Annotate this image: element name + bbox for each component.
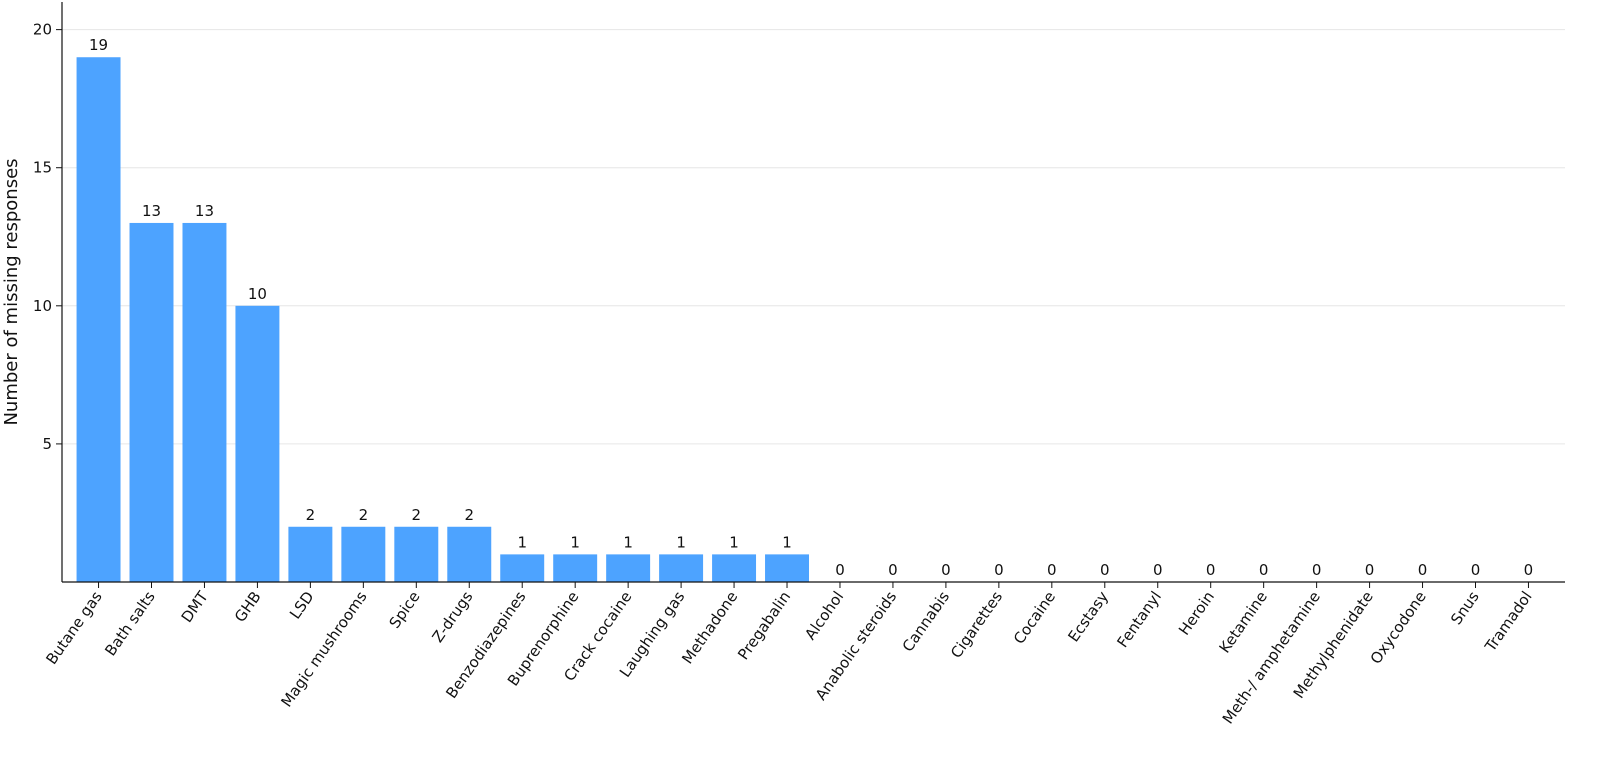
bar [553,554,598,582]
x-tick-label: Heroin [1175,588,1218,639]
value-label: 0 [1100,561,1110,579]
x-tick-label: Meth-/ amphetamine [1219,588,1324,727]
x-tick-label: Methadone [678,588,741,667]
x-tick-label: Ketamine [1216,588,1271,656]
value-label: 13 [195,202,214,220]
value-label: 2 [412,506,422,524]
value-label: 0 [994,561,1004,579]
bar [235,305,280,582]
bar [182,222,227,582]
value-label: 0 [1206,561,1216,579]
x-tick-label: GHB [231,588,265,626]
value-label: 0 [1524,561,1534,579]
value-label: 0 [888,561,898,579]
x-tick-label: Butane gas [42,588,106,668]
bar [606,554,651,582]
value-label: 1 [729,533,739,551]
value-label: 2 [359,506,369,524]
value-label: 1 [782,533,792,551]
x-tick-label: Z-drugs [429,588,477,646]
x-tick-label: Tramadol [1481,588,1536,656]
x-tick-label: Snus [1447,588,1483,628]
value-label: 0 [1259,561,1269,579]
x-tick-label: Oxycodone [1367,588,1430,667]
value-label: 10 [248,285,267,303]
y-tick-label: 10 [33,297,52,315]
bar [500,554,545,582]
value-label: 0 [1471,561,1481,579]
x-tick-label: Spice [385,588,423,632]
x-tick-label: Cigarettes [947,588,1006,662]
bar [712,554,757,582]
value-label: 0 [1153,561,1163,579]
x-tick-label: DMT [178,587,213,626]
y-axis-label: Number of missing responses [1,158,22,425]
x-tick-label: Cannabis [899,588,954,655]
x-tick-label: Ecstasy [1064,588,1112,645]
x-tick-label: Bath salts [101,588,159,660]
bar [447,526,492,582]
bar [659,554,704,582]
y-tick-label: 15 [33,159,52,177]
value-label: 0 [1418,561,1428,579]
bar [341,526,386,582]
value-label: 1 [676,533,686,551]
value-label: 0 [835,561,845,579]
bar [394,526,439,582]
value-label: 1 [623,533,633,551]
value-label: 0 [1047,561,1057,579]
bar [288,526,333,582]
value-label: 19 [89,36,108,54]
x-tick-label: LSD [286,588,318,622]
x-tick-label: Fentanyl [1113,588,1165,651]
bar [129,222,174,582]
value-label: 13 [142,202,161,220]
value-label: 2 [306,506,316,524]
x-tick-label: Alcohol [801,588,847,643]
value-label: 0 [1312,561,1322,579]
value-label: 0 [941,561,951,579]
value-label: 2 [464,506,474,524]
y-tick-label: 5 [42,435,52,453]
x-tick-label: Cocaine [1010,588,1059,647]
value-label: 0 [1365,561,1375,579]
bar [76,57,121,582]
x-tick-label: Pregabalin [734,588,794,663]
value-label: 1 [570,533,580,551]
bar [765,554,809,582]
value-label: 1 [517,533,527,551]
y-tick-label: 20 [33,21,52,39]
